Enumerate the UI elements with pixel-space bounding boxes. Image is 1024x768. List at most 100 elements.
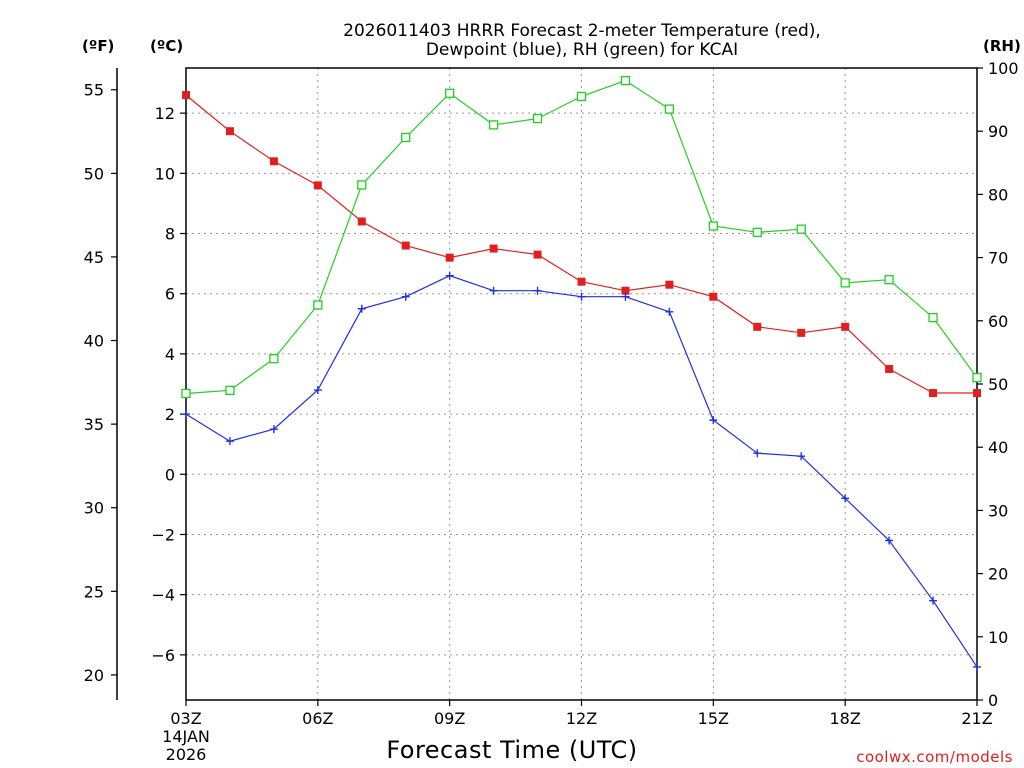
dewpoint-point [313,386,322,395]
celsius-tick-label: 4 [165,345,175,364]
rh-point [401,132,411,143]
chart-title-line2: Dewpoint (blue), RH (green) for KCAI [426,40,738,60]
fahrenheit-tick-label: 20 [84,666,104,685]
fahrenheit-tick-label: 25 [84,582,104,601]
fahrenheit-tick-label: 55 [84,81,104,100]
temperature-point [489,244,498,253]
x-tick-label: 18Z [830,709,861,728]
date-year-label: 2026 [166,745,207,764]
fahrenheit-unit-label: (ºF) [82,37,114,55]
dewpoint-point [401,292,410,301]
rh-point [269,354,279,364]
celsius-tick-label: 8 [165,225,175,244]
rh-point [752,227,762,237]
rh-tick-label: 60 [988,312,1008,331]
dewpoint-point [445,271,454,280]
temperature-point [665,280,674,289]
fahrenheit-tick-label: 45 [84,248,104,267]
temperature-point [401,241,410,250]
rh-point [576,91,587,102]
temperature-point [533,250,542,259]
dewpoint-point [577,292,586,301]
rh-tick-label: 30 [988,501,1008,520]
x-tick-label: 15Z [698,709,729,728]
temperature-point [313,181,322,190]
axes: 5550454035302520121086420−2−4−6100908070… [84,59,1019,728]
rh-point [357,180,367,190]
rh-point [664,104,675,114]
dewpoint-point [621,292,630,301]
dewpoint-point [797,452,806,461]
rh-point [445,88,455,98]
fahrenheit-tick-label: 30 [84,499,104,518]
rh-point [928,312,938,323]
temperature-point [225,127,234,136]
x-tick-label: 21Z [961,709,992,728]
dewpoint-point [753,449,762,458]
temperature-point [797,328,806,337]
temperature-line [185,94,977,394]
data-series [181,75,982,671]
rh-point [225,385,235,395]
rh-unit-label: (RH) [983,37,1021,55]
x-tick-label: 12Z [566,709,597,728]
temperature-point [269,157,278,166]
dewpoint-series [182,271,981,671]
dewpoint-point [929,596,938,605]
temperature-point [973,389,981,398]
rh-tick-label: 50 [988,375,1008,394]
celsius-tick-label: −2 [151,525,175,544]
rh-tick-label: 10 [988,628,1008,647]
dewpoint-point [533,286,542,295]
rh-tick-label: 90 [988,122,1008,141]
dewpoint-point [709,416,718,425]
temperature-series [182,91,981,398]
rh-point [840,278,850,288]
x-tick-label: 03Z [170,709,201,728]
rh-tick-label: 100 [988,59,1019,78]
temperature-point [753,322,762,331]
dewpoint-point [489,286,498,295]
rh-point [972,373,982,383]
fahrenheit-tick-label: 50 [84,164,104,183]
dewpoint-point [665,307,674,316]
celsius-tick-label: 2 [165,405,175,424]
rh-series [181,75,982,399]
dewpoint-point [973,662,981,671]
chart-title-line1: 2026011403 HRRR Forecast 2-meter Tempera… [343,21,821,41]
temperature-point [841,322,850,331]
rh-tick-label: 20 [988,565,1008,584]
credit-text: coolwx.com/models [856,748,1013,766]
celsius-tick-label: 0 [165,465,175,484]
rh-point [620,75,631,86]
dewpoint-point [357,304,366,313]
celsius-tick-label: −4 [151,586,175,605]
rh-tick-label: 80 [988,185,1008,204]
dewpoint-point [841,494,850,503]
temperature-point [182,91,190,100]
gridlines [186,68,977,700]
temperature-point [577,277,586,286]
temperature-point [445,253,454,262]
dewpoint-point [182,410,190,419]
plot-frame [185,67,978,701]
celsius-unit-label: (ºC) [150,37,183,55]
rh-tick-label: 40 [988,438,1008,457]
x-tick-label: 06Z [302,709,333,728]
rh-point [488,120,499,130]
rh-point [884,275,894,285]
rh-tick-label: 0 [988,691,998,710]
x-axis-title: Forecast Time (UTC) [386,736,637,764]
rh-tick-label: 70 [988,249,1008,268]
temperature-point [621,286,630,295]
celsius-tick-label: 12 [155,104,175,123]
fahrenheit-tick-label: 40 [84,332,104,351]
temperature-point [929,389,938,398]
rh-point [708,221,718,231]
dewpoint-point [225,437,234,446]
celsius-tick-label: −6 [151,646,175,665]
x-tick-label: 09Z [434,709,465,728]
temperature-point [709,292,718,301]
temperature-point [357,217,366,226]
